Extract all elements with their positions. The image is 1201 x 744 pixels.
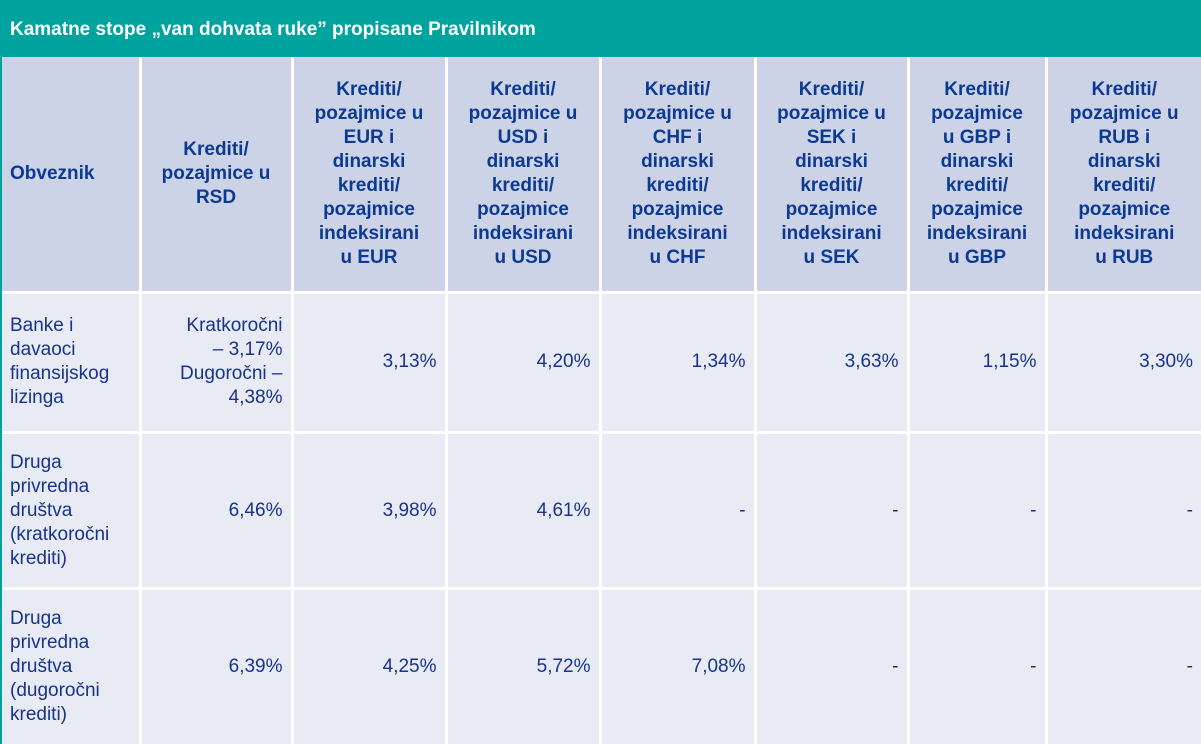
cell-eur: 3,98% bbox=[290, 430, 448, 591]
header-gbp: Krediti/ pozajmice u GBP i dinarski kred… bbox=[906, 57, 1048, 294]
cell-rub: - bbox=[1044, 587, 1201, 744]
header-rsd: Krediti/ pozajmice u RSD bbox=[138, 57, 294, 294]
table-row: Banke i davaoci finansijskog lizinga Kra… bbox=[2, 290, 1201, 434]
cell-usd: 4,20% bbox=[444, 290, 602, 434]
cell-chf: 7,08% bbox=[598, 587, 757, 744]
cell-rsd: 6,39% bbox=[138, 587, 294, 744]
cell-rsd: 6,46% bbox=[138, 430, 294, 591]
cell-chf: - bbox=[598, 430, 757, 591]
cell-rub: - bbox=[1044, 430, 1201, 591]
cell-chf: 1,34% bbox=[598, 290, 757, 434]
cell-sek: - bbox=[753, 587, 910, 744]
table-row: Druga privredna društva (dugoročni kredi… bbox=[2, 587, 1201, 744]
header-sek: Krediti/ pozajmice u SEK i dinarski kred… bbox=[753, 57, 910, 294]
cell-eur: 4,25% bbox=[290, 587, 448, 744]
cell-usd: 5,72% bbox=[444, 587, 602, 744]
cell-rub: 3,30% bbox=[1044, 290, 1201, 434]
header-row: Obveznik Krediti/ pozajmice u RSD Kredit… bbox=[2, 57, 1201, 294]
cell-usd: 4,61% bbox=[444, 430, 602, 591]
table-title: Kamatne stope „van dohvata ruke” propisa… bbox=[0, 0, 1201, 57]
row-label: Banke i davaoci finansijskog lizinga bbox=[2, 290, 142, 434]
header-obveznik: Obveznik bbox=[2, 57, 142, 294]
interest-rate-table: Obveznik Krediti/ pozajmice u RSD Kredit… bbox=[2, 57, 1201, 744]
cell-gbp: 1,15% bbox=[906, 290, 1048, 434]
cell-gbp: - bbox=[906, 587, 1048, 744]
cell-eur: 3,13% bbox=[290, 290, 448, 434]
header-chf: Krediti/ pozajmice u CHF i dinarski kred… bbox=[598, 57, 757, 294]
cell-rsd: Kratkoročni – 3,17% Dugoročni – 4,38% bbox=[138, 290, 294, 434]
header-eur: Krediti/ pozajmice u EUR i dinarski kred… bbox=[290, 57, 448, 294]
header-rub: Krediti/ pozajmice u RUB i dinarski kred… bbox=[1044, 57, 1201, 294]
cell-gbp: - bbox=[906, 430, 1048, 591]
cell-sek: 3,63% bbox=[753, 290, 910, 434]
header-usd: Krediti/ pozajmice u USD i dinarski kred… bbox=[444, 57, 602, 294]
cell-sek: - bbox=[753, 430, 910, 591]
row-label: Druga privredna društva (kratkoročni kre… bbox=[2, 430, 142, 591]
table-row: Druga privredna društva (kratkoročni kre… bbox=[2, 430, 1201, 591]
row-label: Druga privredna društva (dugoročni kredi… bbox=[2, 587, 142, 744]
